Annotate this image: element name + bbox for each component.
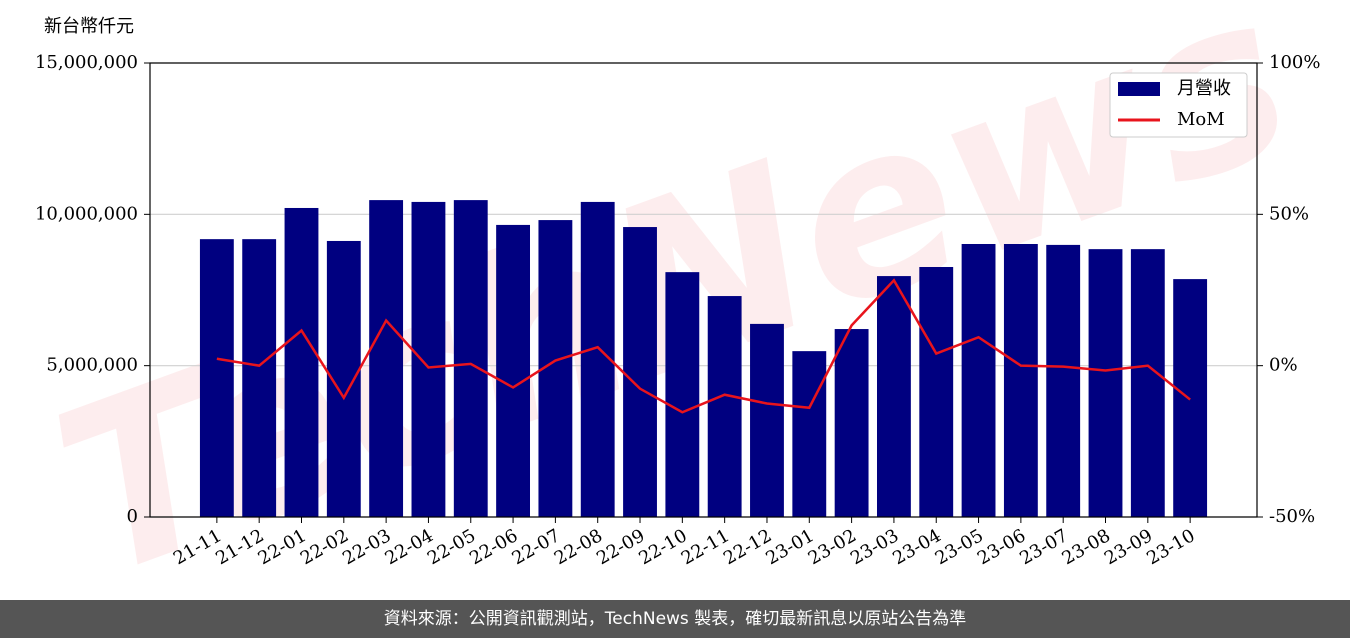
bar xyxy=(1130,249,1165,517)
bar xyxy=(242,239,277,518)
y2-tick-label: 50% xyxy=(1269,203,1309,224)
legend-label: 月營收 xyxy=(1177,78,1231,99)
bar xyxy=(792,351,827,517)
legend-swatch xyxy=(1118,82,1160,96)
bar xyxy=(623,227,657,517)
bar xyxy=(453,200,488,517)
y-tick-label: 0 xyxy=(127,506,138,527)
bar xyxy=(665,272,700,517)
chart: 新台幣仟元 TechNews05,000,00010,000,00015,000… xyxy=(27,0,1322,630)
y2-tick-label: -50% xyxy=(1269,506,1315,527)
y-tick-label: 10,000,000 xyxy=(35,203,138,224)
bar xyxy=(496,224,531,517)
line xyxy=(216,278,1191,414)
bar xyxy=(284,207,319,517)
footer: 資料來源：公開資訊觀測站，TechNews 製表，確切最新訊息以原站公告為準 xyxy=(0,600,1350,638)
bar xyxy=(707,296,742,517)
bar xyxy=(876,276,911,517)
bar xyxy=(1088,249,1123,517)
bar xyxy=(961,243,996,517)
plot-frame xyxy=(149,62,1258,518)
bar xyxy=(750,323,784,517)
bar xyxy=(1046,244,1081,518)
bar xyxy=(369,200,404,517)
legend-label: MoM xyxy=(1177,109,1225,130)
bar xyxy=(1003,243,1038,517)
y2-tick-label: 100% xyxy=(1269,52,1320,73)
y-axis-label: 新台幣仟元 xyxy=(44,16,134,37)
y2-tick-label: 0% xyxy=(1269,355,1298,376)
bar xyxy=(411,201,446,517)
y-tick-label: 5,000,000 xyxy=(46,355,138,376)
y-tick-label: 15,000,000 xyxy=(35,52,138,73)
bar xyxy=(834,329,869,517)
bar xyxy=(199,239,234,518)
x-tick-label: 23-10 xyxy=(1143,525,1198,569)
bar xyxy=(919,266,954,517)
